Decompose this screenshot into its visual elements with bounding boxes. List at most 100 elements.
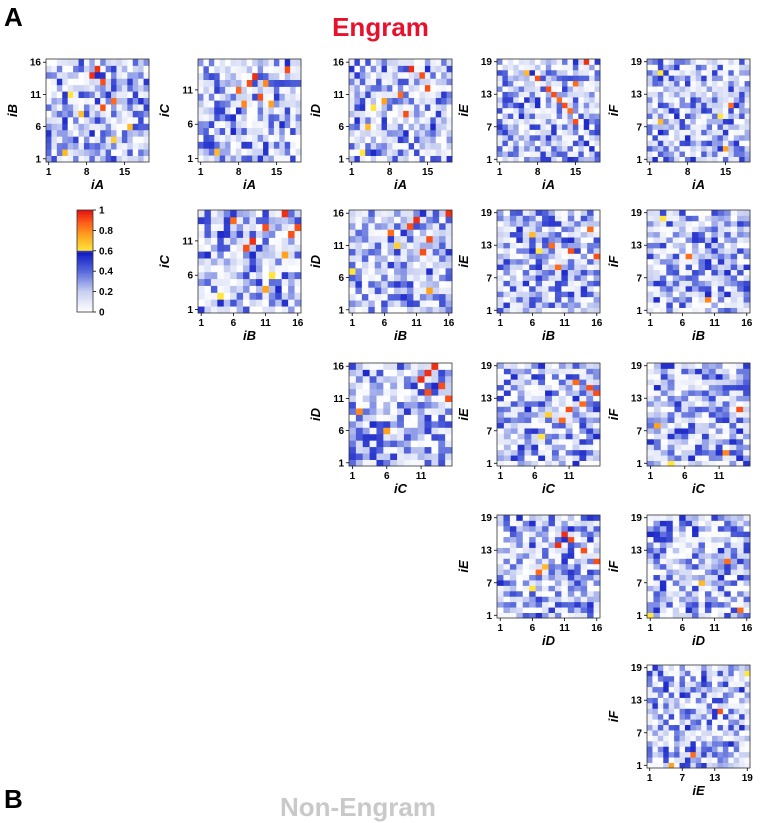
heatmap-cell (730, 215, 738, 222)
heatmap-cell (724, 237, 732, 243)
heatmap-cell (659, 580, 667, 586)
heatmap-cell (397, 59, 404, 66)
heatmap-cell (362, 453, 370, 460)
heatmap-cell (503, 210, 511, 216)
heatmap-cell (722, 417, 730, 424)
heatmap-cell (567, 247, 575, 254)
heatmap-cell (706, 80, 713, 87)
y-tick-label: 1 (486, 459, 492, 470)
heatmap-cell (722, 735, 729, 742)
heatmap-cell (424, 408, 432, 415)
heatmap-cell (257, 134, 264, 142)
heatmap-cell (737, 285, 744, 292)
heatmap-cell (667, 400, 675, 407)
heatmap-cell (744, 713, 751, 720)
y-tick-label: 1 (187, 305, 193, 316)
heatmap-cell (744, 665, 751, 671)
heatmap-cell (223, 237, 231, 245)
heatmap-cell (516, 552, 524, 559)
heatmap-cell (83, 71, 90, 79)
heatmap-cell (529, 237, 537, 243)
heatmap-cell (56, 71, 63, 79)
heatmap-cell (403, 382, 412, 390)
heatmap-cell (647, 730, 653, 736)
heatmap-cell (268, 72, 275, 80)
heatmap-cell (397, 78, 404, 86)
heatmap-cell (290, 134, 296, 142)
heatmap-cell (143, 155, 150, 163)
heatmap-cell (652, 107, 659, 114)
heatmap-cell (712, 681, 718, 688)
heatmap-cell (438, 433, 446, 441)
heatmap-cell (567, 215, 575, 222)
heatmap-cell (246, 59, 253, 67)
heatmap-cell (704, 520, 712, 527)
heatmap-cell (666, 585, 674, 592)
heatmap-cell (548, 231, 556, 238)
heatmap-cell (214, 127, 221, 135)
heatmap-cell (349, 123, 355, 131)
heatmap-cell (684, 702, 691, 709)
heatmap-cell (679, 91, 686, 98)
heatmap-cell (548, 574, 556, 581)
heatmap-cell (692, 563, 699, 570)
heatmap-cell (246, 65, 253, 74)
heatmap-cell (497, 64, 503, 71)
heatmap-cell (729, 444, 737, 451)
heatmap-cell (417, 363, 425, 370)
heatmap-cell (698, 210, 706, 216)
heatmap-cell (574, 296, 582, 303)
heatmap-cell (728, 96, 735, 103)
heatmap-cell (529, 86, 536, 92)
heatmap-cell (583, 75, 590, 82)
heatmap-cell (554, 296, 562, 303)
heatmap-cell (722, 140, 729, 147)
heatmap-cell (663, 59, 670, 65)
heatmap-cell (413, 229, 421, 237)
heatmap-cell (739, 156, 745, 163)
heatmap-cell (657, 697, 664, 704)
heatmap-cell (502, 102, 509, 109)
heatmap-cell (535, 596, 543, 603)
heatmap-cell (587, 302, 594, 308)
heatmap-cell (704, 264, 712, 271)
heatmap-cell (535, 531, 543, 538)
heatmap-cell (551, 449, 560, 456)
y-tick-label: 7 (636, 728, 642, 739)
heatmap-cell (210, 210, 218, 218)
heatmap-cell (535, 258, 543, 265)
heatmap-cell (535, 585, 543, 592)
heatmap-cell (419, 84, 426, 92)
heatmap-cell (561, 280, 569, 287)
x-tick-label: 6 (530, 318, 536, 329)
heatmap-cell (542, 291, 549, 298)
heatmap-cell (589, 151, 595, 157)
heatmap-cell (548, 237, 556, 243)
heatmap-cell (394, 300, 401, 307)
heatmap-cell (121, 142, 128, 150)
y-tick-label: 7 (486, 122, 492, 133)
heatmap-cell (722, 384, 730, 391)
heatmap-cell (567, 531, 575, 538)
heatmap-cell (524, 384, 532, 391)
heatmap-cell (392, 136, 399, 144)
heatmap-cell (574, 552, 582, 559)
heatmap-cell (548, 525, 556, 532)
y-tick-label: 11 (182, 236, 193, 247)
heatmap-cell (400, 300, 408, 307)
heatmap-cell (143, 142, 150, 150)
heatmap-cell (445, 446, 453, 454)
heatmap-cell (355, 446, 364, 454)
heatmap-cell (668, 762, 675, 769)
heatmap-cell (522, 226, 530, 233)
heatmap-cell (230, 216, 238, 225)
heatmap-cell (503, 379, 512, 386)
heatmap-cell (594, 145, 601, 152)
heatmap-cell (243, 216, 250, 225)
heatmap-cell (359, 84, 366, 92)
heatmap-cell (223, 285, 231, 293)
heatmap-cell (744, 670, 751, 677)
heatmap-cell (540, 124, 547, 130)
heatmap-cell (672, 563, 680, 570)
heatmap-cell (722, 762, 729, 769)
